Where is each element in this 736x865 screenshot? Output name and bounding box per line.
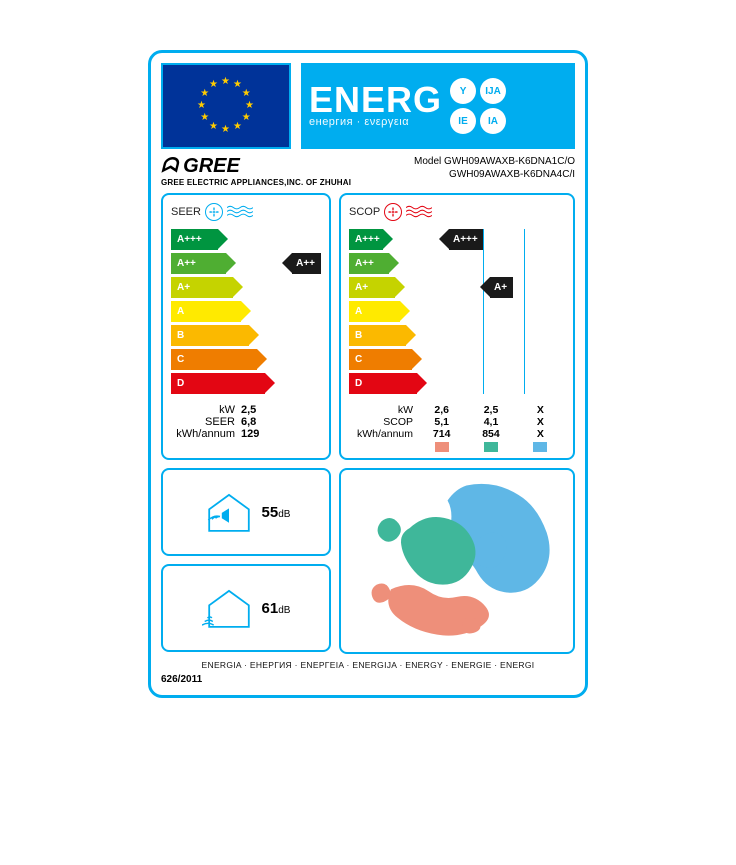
spec-label: SEER bbox=[171, 416, 241, 428]
spec-label: kW bbox=[171, 404, 241, 416]
scop-rating-scale: A+++A++A+ABCD bbox=[349, 229, 439, 394]
brand-row: ᗣ GREE GREE ELECTRIC APPLIANCES,INC. OF … bbox=[161, 155, 575, 187]
lang-badge: Y bbox=[450, 78, 476, 104]
outdoor-sound-icon bbox=[202, 584, 256, 632]
spec-value: 129 bbox=[241, 428, 259, 440]
spec-label: kW bbox=[349, 404, 417, 416]
outdoor-db-value: 61dB bbox=[262, 600, 291, 617]
scop-specs: kW2,62,5X SCOP5,14,1XkWh/annum714854X bbox=[349, 404, 565, 440]
energy-label: ★★★★★★★★★★★★ ENERG енергия · ενεργεια YI… bbox=[148, 50, 588, 698]
spec-value: X bbox=[516, 428, 565, 440]
heat-waves-icon bbox=[406, 205, 432, 219]
model-info: Model GWH09AWAXB-K6DNA1C/O GWH09AWAXB-K6… bbox=[414, 155, 575, 181]
fan-cool-icon bbox=[205, 203, 223, 221]
lang-badge: IE bbox=[450, 108, 476, 134]
lang-badge: IA bbox=[480, 108, 506, 134]
spec-value: 6,8 bbox=[241, 416, 256, 428]
climate-map bbox=[339, 468, 575, 654]
zone-swatch bbox=[484, 442, 498, 452]
spec-value: X bbox=[516, 416, 565, 428]
spec-label: kWh/annum bbox=[349, 428, 417, 440]
seer-specs: kW2,5SEER6,8kWh/annum129 bbox=[171, 404, 321, 440]
seer-panel: SEER A+++A++A++A+ABCD kW2,5SEER6,8kWh/an… bbox=[161, 193, 331, 460]
scop-zone-ratings: A+++ A+ bbox=[443, 229, 565, 394]
zone-swatch bbox=[435, 442, 449, 452]
regulation-number: 626/2011 bbox=[161, 674, 575, 685]
indoor-db-value: 55dB bbox=[262, 504, 291, 521]
spec-value: 2,5 bbox=[241, 404, 256, 416]
scop-panel: SCOP A+++A++A+ABCD A+++A+ kW2,62,5XSCOP5… bbox=[339, 193, 575, 460]
spec-label: kWh/annum bbox=[171, 428, 241, 440]
energ-subtitle: енергия · ενεργεια bbox=[309, 116, 442, 128]
spec-value: 2,5 bbox=[466, 404, 515, 416]
spec-value: 714 bbox=[417, 428, 466, 440]
spec-value: 4,1 bbox=[466, 416, 515, 428]
indoor-sound-icon bbox=[202, 488, 256, 536]
spec-value: 5,1 bbox=[417, 416, 466, 428]
seer-rating-scale: A+++A++A++A+ABCD bbox=[171, 229, 321, 394]
header: ★★★★★★★★★★★★ ENERG енергия · ενεργεια YI… bbox=[161, 63, 575, 149]
scop-rating-pointer: A+ bbox=[490, 277, 513, 298]
zone-swatch bbox=[533, 442, 547, 452]
scop-zone-swatches bbox=[349, 442, 565, 452]
seer-rating-pointer: A++ bbox=[292, 253, 321, 274]
seer-title: SEER bbox=[171, 206, 201, 218]
lang-badges: YIJAIEIA bbox=[450, 78, 506, 134]
outdoor-sound-box: 61dB bbox=[161, 564, 331, 652]
energ-title: ENERG bbox=[309, 84, 442, 116]
energ-block: ENERG енергия · ενεργεια YIJAIEIA bbox=[301, 63, 575, 149]
spec-label: SCOP bbox=[349, 416, 417, 428]
eu-flag: ★★★★★★★★★★★★ bbox=[161, 63, 291, 149]
spec-value: 854 bbox=[466, 428, 515, 440]
scop-title: SCOP bbox=[349, 206, 380, 218]
scop-rating-pointer: A+++ bbox=[449, 229, 484, 250]
brand-name: ᗣ GREE bbox=[161, 155, 351, 178]
indoor-sound-box: 55dB bbox=[161, 468, 331, 556]
brand-company: GREE ELECTRIC APPLIANCES,INC. OF ZHUHAI bbox=[161, 178, 351, 187]
cool-waves-icon bbox=[227, 205, 253, 219]
footer-languages: ENERGIA · ЕНЕРГИЯ · ΕΝΕΡΓΕΙΑ · ENERGIJA … bbox=[161, 660, 575, 670]
spec-value: 2,6 bbox=[417, 404, 466, 416]
lang-badge: IJA bbox=[480, 78, 506, 104]
spec-value: X bbox=[516, 404, 565, 416]
fan-heat-icon bbox=[384, 203, 402, 221]
